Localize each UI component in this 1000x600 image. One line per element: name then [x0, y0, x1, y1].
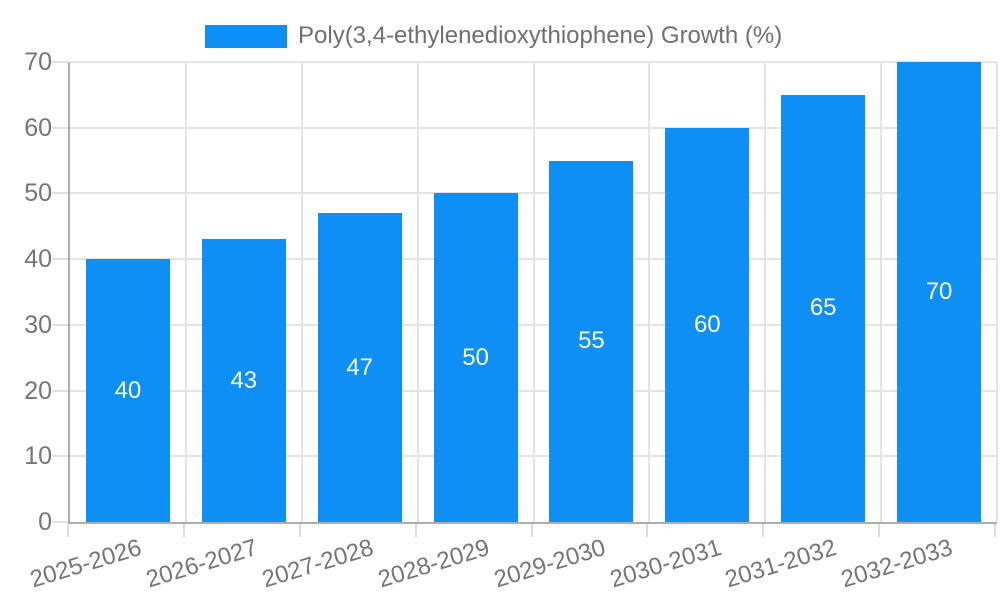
bar-2026-2027[interactable]: 43 [201, 239, 286, 522]
y-axis-tick-label: 10 [24, 442, 52, 471]
bar-value-label: 60 [693, 310, 721, 338]
x-gridline [532, 62, 535, 522]
y-axis-tick-label: 40 [24, 245, 52, 274]
x-axis-tick-label: 2026-2027 [143, 534, 261, 594]
x-axis-tick [878, 524, 881, 537]
bar-2029-2030[interactable]: 55 [549, 160, 634, 522]
x-gridline [880, 62, 883, 522]
x-gridline [300, 62, 303, 522]
bar-2027-2028[interactable]: 47 [317, 213, 402, 522]
x-axis-tick [182, 524, 185, 537]
x-axis-tick-label: 2025-2026 [27, 534, 145, 594]
legend-label: Poly(3,4-ethylenedioxythiophene) Growth … [298, 22, 783, 49]
bar-value-label: 70 [925, 278, 953, 305]
x-axis-tick-label: 2032-2033 [838, 534, 956, 594]
x-axis-tick-label: 2031-2032 [722, 534, 841, 594]
x-axis-tick-label: 2029-2030 [490, 534, 609, 594]
y-axis-tick [52, 61, 68, 63]
bar-value-label: 43 [230, 366, 258, 394]
bar-2025-2026[interactable]: 40 [85, 259, 170, 522]
x-gridline [648, 62, 651, 522]
bar-value-label: 50 [462, 343, 489, 371]
y-axis-tick-label: 60 [24, 113, 52, 142]
x-gridline [996, 62, 998, 522]
x-axis-tick-label: 2027-2028 [258, 534, 377, 594]
bar-value-label: 55 [578, 327, 605, 355]
y-axis-tick-label: 30 [24, 310, 52, 339]
bar-value-label: 40 [114, 376, 142, 404]
y-axis-tick [52, 389, 68, 392]
bar-2028-2029[interactable]: 50 [433, 193, 518, 522]
x-axis-tick [414, 524, 417, 537]
x-gridline [184, 62, 187, 522]
y-axis-tick [52, 126, 68, 129]
y-axis-tick-label: 0 [38, 508, 52, 536]
x-gridline [416, 62, 419, 522]
bar-value-label: 47 [346, 353, 374, 381]
y-axis-tick [52, 192, 68, 195]
plot-area: 40 43 47 50 55 60 65 70 [68, 61, 998, 524]
y-axis-tick-label: 50 [24, 179, 52, 208]
y-axis-tick [52, 455, 68, 458]
x-axis-tick [762, 524, 765, 537]
x-axis-tick [646, 524, 649, 537]
x-axis-tick [298, 524, 301, 537]
legend-swatch-icon [205, 24, 287, 48]
x-gridline [764, 62, 767, 522]
chart-legend[interactable]: Poly(3,4-ethylenedioxythiophene) Growth … [205, 22, 782, 50]
bar-2032-2033[interactable]: 70 [897, 62, 982, 522]
x-axis-tick [530, 524, 533, 537]
x-axis-tick [994, 524, 996, 537]
bar-value-label: 65 [809, 294, 837, 322]
y-axis-tick [52, 521, 68, 523]
x-axis-tick-label: 2030-2031 [606, 534, 725, 594]
x-axis-tick-label: 2028-2029 [374, 534, 493, 594]
bar-2031-2032[interactable]: 65 [781, 94, 866, 522]
y-axis-tick [52, 323, 68, 326]
y-axis-tick-label: 70 [24, 48, 52, 76]
y-axis-tick-label: 20 [24, 376, 52, 405]
y-axis-tick [52, 258, 68, 261]
bar-2030-2031[interactable]: 60 [665, 127, 750, 522]
x-axis-tick [67, 524, 69, 537]
